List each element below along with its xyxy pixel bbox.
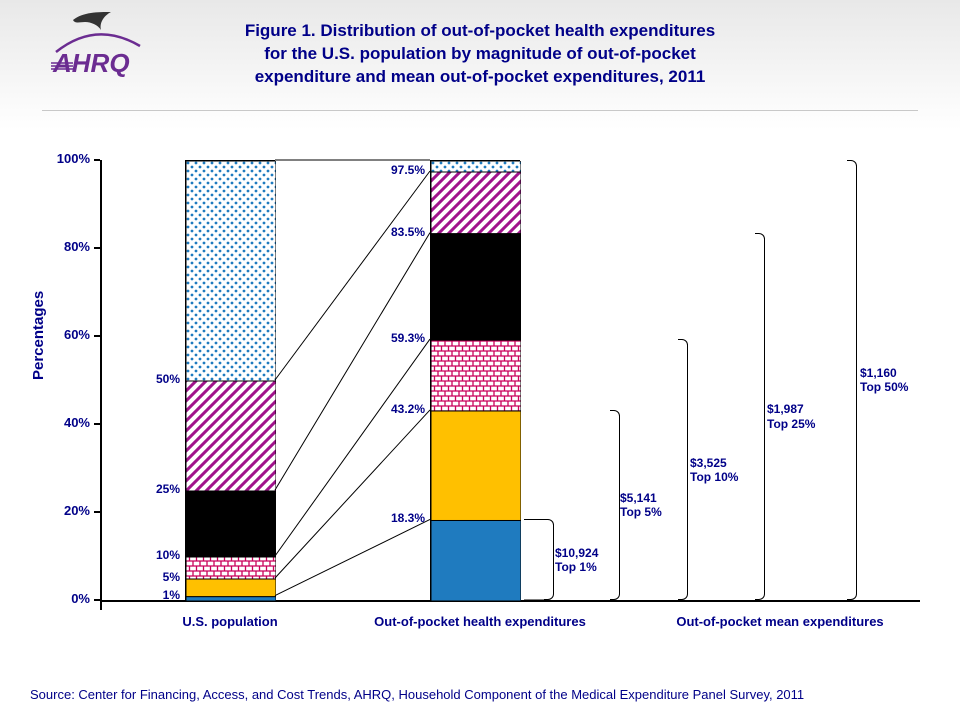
segment-boundary-label: 59.3% [370, 331, 425, 345]
title-line-2: for the U.S. population by magnitude of … [0, 43, 960, 66]
bar-segment [431, 161, 521, 172]
bracket-value: $1,987 [767, 402, 804, 416]
y-tick-label: 100% [44, 151, 90, 166]
bracket-label: $5,141Top 5% [620, 491, 662, 520]
bracket-value: $3,525 [690, 456, 727, 470]
bar-segment [186, 491, 276, 557]
bar-us-population [185, 160, 275, 600]
bar-segment [431, 234, 521, 340]
bar-segment [431, 172, 521, 234]
y-tick [94, 335, 100, 337]
bar-segment [186, 557, 276, 579]
bracket-value: $10,924 [555, 546, 598, 560]
bar-segment [431, 340, 521, 411]
segment-boundary-label: 1% [125, 588, 180, 602]
bar-segment [186, 597, 276, 601]
y-axis-line [100, 160, 102, 610]
bar-segment [186, 579, 276, 597]
bracket-group: Top 1% [555, 560, 597, 574]
bracket-label: $1,160Top 50% [860, 366, 908, 395]
bracket-group: Top 10% [690, 470, 738, 484]
bracket-label: $1,987Top 25% [767, 402, 815, 431]
segment-boundary-label: 43.2% [370, 402, 425, 416]
segment-boundary-label: 18.3% [370, 511, 425, 525]
y-tick [94, 511, 100, 513]
title-line-3: expenditure and mean out-of-pocket expen… [0, 66, 960, 89]
x-label-mean: Out-of-pocket mean expenditures [640, 614, 920, 629]
y-tick-label: 0% [44, 591, 90, 606]
segment-boundary-label: 83.5% [370, 225, 425, 239]
y-tick [94, 599, 100, 601]
segment-boundary-label: 97.5% [370, 163, 425, 177]
bracket [544, 519, 554, 600]
x-label-us-pop: U.S. population [140, 614, 320, 629]
bracket-value: $5,141 [620, 491, 657, 505]
segment-boundary-label: 25% [125, 482, 180, 496]
y-tick [94, 247, 100, 249]
header-divider [42, 110, 918, 111]
bar-segment [186, 161, 276, 381]
title-line-1: Figure 1. Distribution of out-of-pocket … [0, 20, 960, 43]
bar-segment [431, 411, 521, 521]
bracket [847, 160, 857, 600]
bracket-group: Top 5% [620, 505, 662, 519]
x-label-expenditures: Out-of-pocket health expenditures [350, 614, 610, 629]
bracket-group: Top 25% [767, 417, 815, 431]
bracket-label: $10,924Top 1% [555, 546, 598, 575]
segment-boundary-label: 5% [125, 570, 180, 584]
segment-boundary-label: 50% [125, 372, 180, 386]
source-citation: Source: Center for Financing, Access, an… [30, 687, 804, 702]
bar-segment [431, 520, 521, 601]
bracket-value: $1,160 [860, 366, 897, 380]
bracket [755, 233, 765, 600]
y-tick-label: 40% [44, 415, 90, 430]
y-tick [94, 159, 100, 161]
bracket-label: $3,525Top 10% [690, 456, 738, 485]
y-tick-label: 60% [44, 327, 90, 342]
bracket-group: Top 50% [860, 380, 908, 394]
y-tick [94, 423, 100, 425]
figure-title: Figure 1. Distribution of out-of-pocket … [0, 20, 960, 89]
bracket [678, 339, 688, 600]
bar-expenditures [430, 160, 520, 600]
segment-boundary-label: 10% [125, 548, 180, 562]
bracket [610, 410, 620, 600]
y-tick-label: 80% [44, 239, 90, 254]
bar-segment [186, 381, 276, 491]
y-tick-label: 20% [44, 503, 90, 518]
